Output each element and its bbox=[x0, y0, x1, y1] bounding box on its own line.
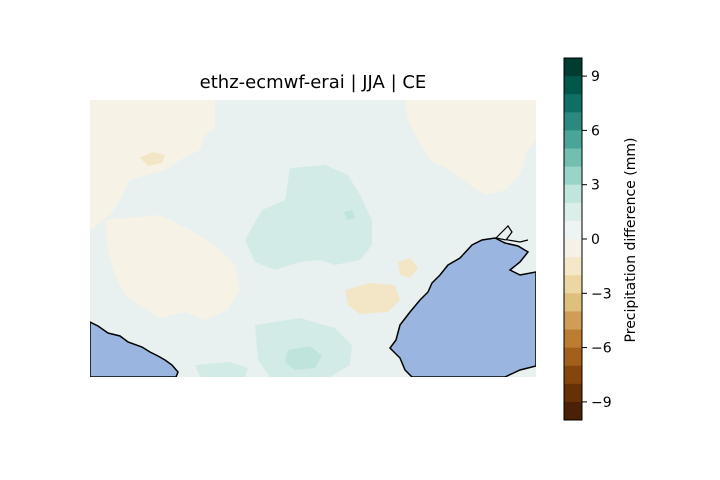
colorbar-swatch bbox=[564, 184, 582, 204]
colorbar-label: Precipitation difference (mm) bbox=[623, 137, 639, 343]
dry-spot-north bbox=[140, 152, 165, 166]
map-title: ethz-ecmwf-erai | JJA | CE bbox=[199, 72, 427, 93]
colorbar-swatch bbox=[564, 293, 582, 312]
colorbar-swatch bbox=[564, 130, 582, 149]
peninsula-crimea bbox=[494, 225, 513, 241]
dry-region-northeast bbox=[405, 100, 536, 195]
colorbar-swatch bbox=[564, 383, 582, 403]
colorbar-swatch bbox=[564, 166, 582, 186]
colorbar-swatch bbox=[564, 257, 582, 276]
colorbar-swatch bbox=[564, 202, 582, 222]
colorbar-ticks: 9 6 3 0 −3 −6 −9 bbox=[582, 69, 612, 411]
wet-region-central bbox=[245, 165, 372, 270]
colorbar-tick-label: −6 bbox=[591, 341, 612, 357]
dry-region-east bbox=[345, 283, 400, 314]
dry-region-west bbox=[105, 215, 240, 320]
colorbar-tick-label: −9 bbox=[591, 395, 612, 411]
colorbar-tick-label: 3 bbox=[591, 178, 600, 194]
colorbar-swatch bbox=[564, 275, 582, 294]
wet-spot-south bbox=[285, 346, 322, 370]
colorbar-tick-label: 0 bbox=[591, 232, 600, 248]
colorbar-swatch bbox=[564, 94, 582, 113]
wet-region-southwest bbox=[195, 362, 248, 377]
colorbar-swatch bbox=[564, 112, 582, 131]
colorbar-swatch bbox=[564, 365, 582, 385]
colorbar-swatch bbox=[564, 329, 582, 349]
colorbar-swatch bbox=[564, 401, 582, 421]
colorbar-tick-label: −3 bbox=[591, 286, 612, 302]
wet-spot-central bbox=[344, 210, 355, 220]
colorbar-tick-label: 9 bbox=[591, 69, 600, 85]
colorbar-swatch bbox=[564, 148, 582, 168]
colorbar-swatch bbox=[564, 76, 582, 95]
colorbar-swatches bbox=[564, 58, 582, 421]
sea-east bbox=[389, 237, 536, 377]
colorbar-tick-label: 6 bbox=[591, 123, 600, 139]
colorbar-swatch bbox=[564, 58, 582, 77]
colorbar-swatch bbox=[564, 220, 582, 240]
dry-spot-southeast bbox=[398, 258, 418, 278]
colorbar-swatch bbox=[564, 347, 582, 367]
colorbar-swatch bbox=[564, 311, 582, 330]
sea-southwest bbox=[90, 320, 179, 377]
colorbar-swatch bbox=[564, 239, 582, 258]
